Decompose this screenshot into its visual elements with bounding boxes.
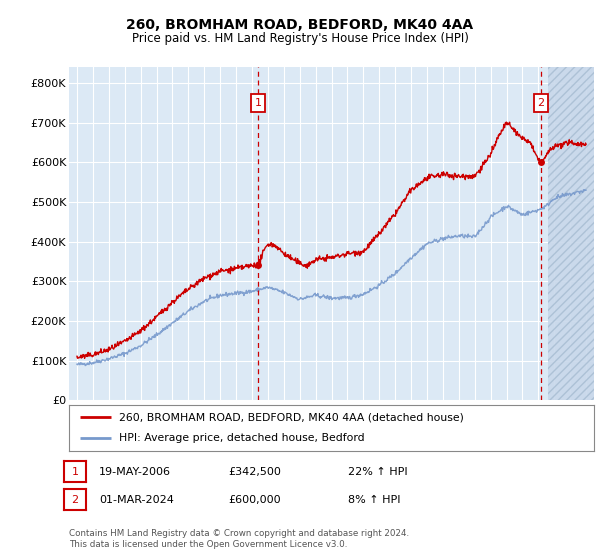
Text: 8% ↑ HPI: 8% ↑ HPI: [348, 494, 401, 505]
Text: 2: 2: [71, 494, 79, 505]
Text: £342,500: £342,500: [228, 466, 281, 477]
Text: 22% ↑ HPI: 22% ↑ HPI: [348, 466, 407, 477]
Text: 1: 1: [254, 98, 262, 108]
Text: Contains HM Land Registry data © Crown copyright and database right 2024.
This d: Contains HM Land Registry data © Crown c…: [69, 529, 409, 549]
Text: 01-MAR-2024: 01-MAR-2024: [99, 494, 174, 505]
Text: HPI: Average price, detached house, Bedford: HPI: Average price, detached house, Bedf…: [119, 433, 365, 444]
Text: 2: 2: [538, 98, 545, 108]
Text: 19-MAY-2006: 19-MAY-2006: [99, 466, 171, 477]
Text: 260, BROMHAM ROAD, BEDFORD, MK40 4AA: 260, BROMHAM ROAD, BEDFORD, MK40 4AA: [127, 18, 473, 32]
Text: £600,000: £600,000: [228, 494, 281, 505]
Text: Price paid vs. HM Land Registry's House Price Index (HPI): Price paid vs. HM Land Registry's House …: [131, 32, 469, 45]
Text: 1: 1: [71, 466, 79, 477]
Bar: [548, 67, 594, 400]
Text: 260, BROMHAM ROAD, BEDFORD, MK40 4AA (detached house): 260, BROMHAM ROAD, BEDFORD, MK40 4AA (de…: [119, 412, 464, 422]
